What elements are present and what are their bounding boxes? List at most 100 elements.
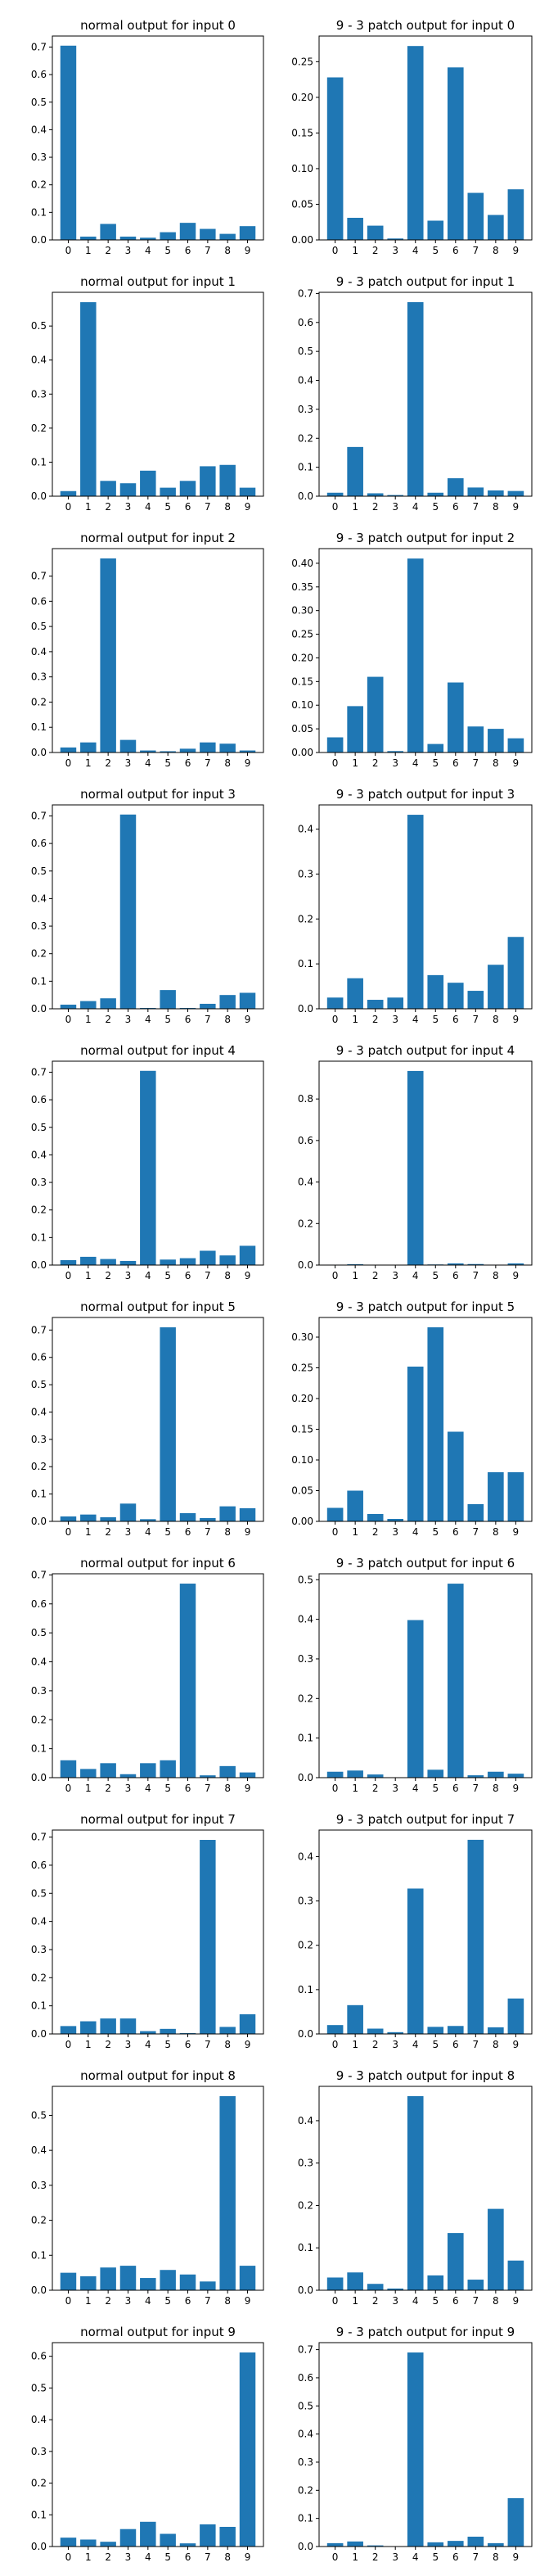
chart-7-xtick-label-7: 7: [473, 1014, 479, 1025]
chart-14-xtick-label-6: 6: [185, 2039, 191, 2050]
chart-12-ytick-label-5: 0.5: [31, 1627, 47, 1638]
chart-0-ytick-label-5: 0.5: [31, 97, 47, 108]
chart-6-ytick-label-0: 0.0: [31, 1003, 47, 1015]
chart-14-bar-2: [100, 2018, 116, 2034]
chart-16-xtick-label-9: 9: [245, 2295, 251, 2307]
chart-4-title: normal output for input 2: [80, 531, 236, 545]
chart-16-title: normal output for input 8: [80, 2068, 236, 2083]
chart-15-bar-5: [427, 2027, 444, 2034]
chart-12: normal output for input 6 0 1 2 3 4 5 6 7 8 9 0.0 0.…: [31, 1556, 264, 1794]
chart-2-bar-5: [160, 487, 176, 496]
chart-10-ytick-label-7: 0.7: [31, 1324, 47, 1335]
chart-14-bar-8: [219, 2027, 236, 2034]
chart-17-xtick-label-8: 8: [493, 2295, 499, 2307]
chart-3-ytick-label-0: 0.0: [298, 490, 313, 502]
chart-1-xtick-label-1: 1: [352, 245, 358, 256]
chart-19-frame: [318, 2342, 533, 2547]
chart-6-xtick-label-7: 7: [205, 1014, 211, 1025]
chart-15-ytick-label-3: 0.3: [298, 1896, 313, 1907]
chart-8-ytick-label-3: 0.3: [31, 1177, 47, 1188]
chart-6-xtick-label-0: 0: [65, 1014, 72, 1025]
chart-12-ytick-label-1: 0.1: [31, 1743, 47, 1755]
chart-5-bar-8: [488, 729, 504, 752]
chart-1-frame: [318, 35, 533, 241]
chart-1-bar-1: [347, 218, 363, 240]
chart-9-bar-7: [467, 1263, 484, 1265]
chart-16-ytick-label-0: 0.0: [31, 2285, 47, 2296]
chart-17-ytick-label-3: 0.3: [298, 2158, 313, 2169]
chart-8-xtick-label-9: 9: [245, 1270, 251, 1281]
chart-19-ytick-label-6: 0.6: [298, 2372, 313, 2384]
chart-4-xtick-label-7: 7: [205, 757, 211, 769]
chart-14-bar-9: [239, 2013, 256, 2034]
chart-3-bar-5: [427, 492, 444, 496]
chart-1-bar-6: [447, 67, 464, 240]
chart-3-bar-7: [467, 487, 484, 496]
chart-2-xtick-label-7: 7: [205, 501, 211, 513]
chart-8-ytick-label-7: 0.7: [31, 1066, 47, 1078]
chart-14-ytick-label-3: 0.3: [31, 1944, 47, 1955]
chart-0-ytick-label-1: 0.1: [31, 206, 47, 218]
chart-7-ytick-label-2: 0.2: [298, 913, 313, 924]
chart-14-xtick-label-8: 8: [224, 2039, 231, 2050]
chart-11-bar-2: [367, 1514, 384, 1521]
chart-18-xtick-label-1: 1: [85, 2551, 92, 2563]
chart-19-bar-6: [447, 2541, 464, 2547]
chart-19-bar-1: [347, 2541, 363, 2547]
chart-0-title: normal output for input 0: [80, 18, 236, 33]
chart-12-bar-7: [200, 1775, 216, 1778]
chart-14-bar-3: [119, 2018, 137, 2034]
chart-1-ytick-label-2: 0.10: [291, 163, 313, 174]
chart-0-xtick-label-5: 5: [164, 245, 171, 256]
chart-8-ytick-label-5: 0.5: [31, 1122, 47, 1133]
chart-19-xtick-label-6: 6: [452, 2551, 459, 2563]
chart-11: 9 - 3 patch output for input 5 0 1 2 3 4 5 6 7 8 9…: [291, 1299, 533, 1538]
chart-5-ytick-label-5: 0.25: [291, 629, 313, 640]
chart-11-xtick-label-8: 8: [493, 1526, 499, 1538]
chart-5-xtick-label-4: 4: [412, 757, 419, 769]
chart-7-bar-6: [447, 983, 464, 1009]
chart-0-ytick-label-3: 0.3: [31, 151, 47, 163]
chart-12-xtick-label-6: 6: [185, 1783, 191, 1794]
chart-13-xtick-label-8: 8: [493, 1783, 499, 1794]
chart-10-xtick-label-2: 2: [105, 1526, 111, 1538]
chart-8-xtick-label-1: 1: [85, 1270, 92, 1281]
chart-9-ytick-label-2: 0.4: [298, 1177, 313, 1188]
chart-2-xtick-label-2: 2: [105, 501, 111, 513]
chart-4-xtick-label-4: 4: [145, 757, 151, 769]
chart-3-xtick-label-7: 7: [473, 501, 479, 513]
chart-6-ytick-label-4: 0.4: [31, 893, 47, 904]
chart-7-xtick-label-4: 4: [412, 1014, 419, 1025]
chart-10-bar-4: [140, 1519, 156, 1521]
chart-18-bar-5: [160, 2533, 176, 2547]
chart-17-xtick-label-3: 3: [392, 2295, 398, 2307]
chart-4-ytick-label-1: 0.1: [31, 721, 47, 733]
chart-6-ytick-label-5: 0.5: [31, 865, 47, 877]
chart-3-bar-9: [507, 490, 524, 496]
chart-10-ytick-label-5: 0.5: [31, 1379, 47, 1390]
chart-7-xtick-label-1: 1: [352, 1014, 358, 1025]
chart-17-bar-2: [367, 2284, 384, 2290]
chart-10-ytick-label-3: 0.3: [31, 1434, 47, 1445]
chart-11-xtick-label-3: 3: [392, 1526, 398, 1538]
chart-4-bar-8: [219, 743, 236, 752]
chart-10-ytick-label-6: 0.6: [31, 1352, 47, 1363]
chart-8-ytick-label-0: 0.0: [31, 1259, 47, 1271]
chart-7-xtick-label-9: 9: [513, 1014, 520, 1025]
chart-18-ytick-label-4: 0.4: [31, 2414, 47, 2425]
chart-3-title: 9 - 3 patch output for input 1: [336, 274, 515, 289]
chart-3-bar-2: [367, 493, 384, 496]
chart-16-bar-4: [140, 2278, 156, 2290]
chart-5-ytick-label-6: 0.30: [291, 605, 313, 617]
chart-13-ytick-label-2: 0.2: [298, 1692, 313, 1704]
chart-14: normal output for input 7 0 1 2 3 4 5 6 7 8 9 0.0 0.…: [31, 1812, 264, 2050]
chart-19-xtick-label-0: 0: [332, 2551, 339, 2563]
chart-14-bar-6: [179, 2032, 196, 2034]
chart-17-bar-5: [427, 2275, 444, 2290]
chart-1-ytick-label-1: 0.05: [291, 198, 313, 210]
chart-3-bar-8: [488, 490, 504, 496]
chart-2-ytick-label-3: 0.3: [31, 388, 47, 400]
chart-2-xtick-label-6: 6: [185, 501, 191, 513]
chart-7-bar-4: [407, 815, 424, 1009]
chart-4-ytick-label-2: 0.2: [31, 696, 47, 707]
